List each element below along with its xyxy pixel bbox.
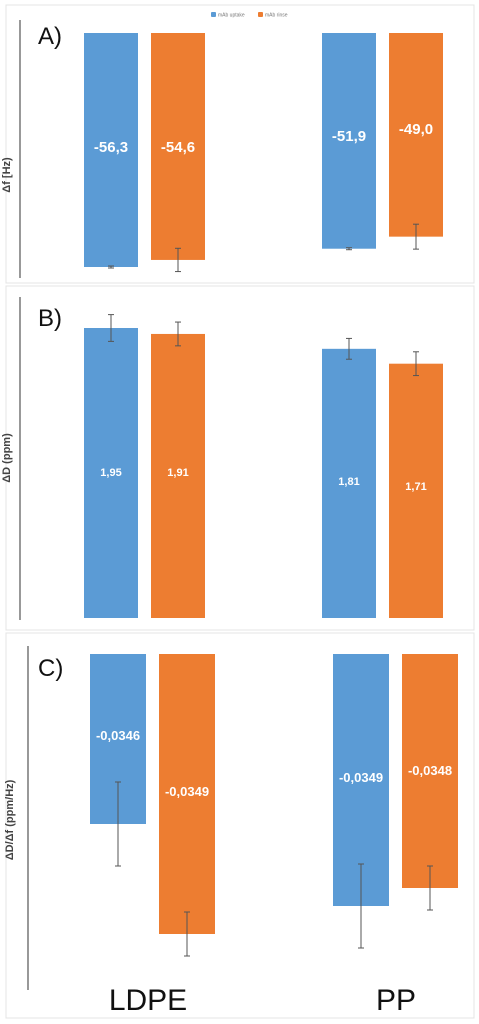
data-label-p1-s2-c1: -54,6	[161, 139, 195, 156]
panel-frame-c	[5, 632, 475, 1019]
bar-p2-s2-c2	[389, 363, 443, 618]
data-label-p1-s1-c1: -56,3	[94, 139, 128, 156]
panel-label-c: C)	[38, 655, 63, 682]
data-label-p1-s1-c2: -51,9	[332, 128, 366, 145]
data-label-p3-s2-c2: -0,0348	[408, 763, 452, 778]
data-label-p3-s2-c1: -0,0349	[165, 784, 209, 799]
y-axis-label-a: Δf [Hz)	[1, 157, 13, 193]
bar-p2-s1-c2	[322, 348, 376, 618]
data-label-p3-s1-c1: -0,0346	[96, 728, 140, 743]
y-axis-label-c: ΔD/Δf (ppm/Hz)	[4, 779, 16, 860]
bar-p1-s2-c1	[151, 33, 205, 260]
data-label-p2-s1-c1: 1,95	[100, 467, 121, 479]
legend-swatch-series-1	[211, 12, 216, 17]
data-label-p2-s2-c1: 1,91	[167, 467, 188, 479]
panel-frame-b	[5, 285, 475, 631]
data-label-p3-s1-c2: -0,0349	[339, 770, 383, 785]
bar-p1-s2-c2	[389, 33, 443, 237]
panel-frame-a	[5, 4, 475, 284]
bar-p2-s1-c1	[84, 328, 138, 618]
data-label-p2-s2-c2: 1,71	[405, 481, 426, 493]
bar-p1-s1-c2	[322, 33, 376, 249]
chart-marks: -56,3 -51,9 -54,6 -49,0 1,95 1,81 1,91 1,71 -0,0…	[84, 33, 458, 957]
category-label-pp: PP	[376, 984, 416, 1017]
data-label-p2-s1-c2: 1,81	[338, 476, 359, 488]
category-label-ldpe: LDPE	[109, 984, 187, 1017]
legend-swatch-series-2	[258, 12, 263, 17]
panel-label-b: B)	[38, 305, 62, 332]
bar-p2-s2-c1	[151, 333, 205, 618]
bar-p3-s2-c1	[159, 654, 215, 934]
legend: mAb uptake mAb rinse	[211, 12, 288, 19]
bar-p1-s1-c1	[84, 33, 138, 267]
data-label-p1-s2-c2: -49,0	[399, 121, 433, 138]
bar-p3-s2-c2	[402, 654, 458, 888]
y-axis-label-b: ΔD (ppm)	[1, 433, 13, 483]
legend-label-series-1: mAb uptake	[218, 13, 245, 19]
panel-label-a: A)	[38, 23, 62, 50]
legend-label-series-2: mAb rinse	[265, 13, 288, 19]
